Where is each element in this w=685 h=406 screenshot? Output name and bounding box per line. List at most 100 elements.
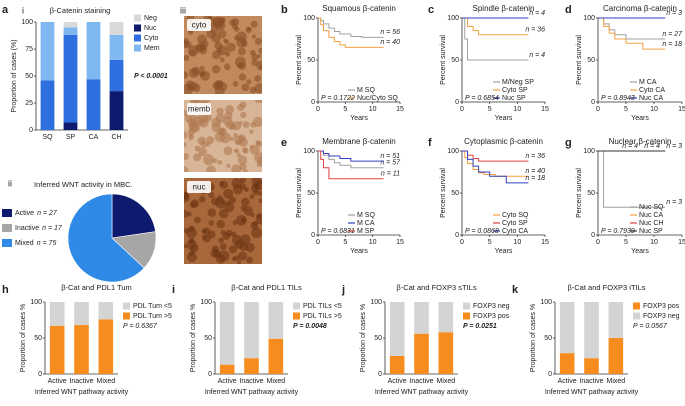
cell xyxy=(186,252,198,263)
cell xyxy=(242,121,250,128)
y-tick-label: 0 xyxy=(548,371,552,378)
survival-curve xyxy=(318,150,384,162)
legend-label: FOXP3 neg xyxy=(643,313,680,320)
cell xyxy=(258,64,262,70)
bar-segment xyxy=(584,302,599,359)
cell xyxy=(198,147,207,157)
panel-label: j xyxy=(341,284,345,296)
legend-label: Cyto SP xyxy=(502,87,528,94)
cell xyxy=(250,183,260,193)
cell xyxy=(254,100,262,104)
bar-segment xyxy=(219,364,235,374)
legend-swatch xyxy=(2,224,12,232)
x-axis-label: Inferred WNT pathway activity xyxy=(205,389,299,396)
x-tick-label: 5 xyxy=(343,239,347,246)
cell xyxy=(219,243,227,251)
cell xyxy=(238,251,248,261)
bar-segment xyxy=(219,302,235,365)
x-tick-label: 5 xyxy=(624,106,628,113)
cell xyxy=(258,198,262,203)
y-tick-label: 100 xyxy=(370,299,382,306)
x-tick-label: 10 xyxy=(369,239,377,246)
legend-label: PDL TILs >5 xyxy=(303,313,342,320)
count-label: n = 36 xyxy=(525,27,545,34)
x-tick-label: 0 xyxy=(460,106,464,113)
bar-segment xyxy=(244,358,259,374)
cell xyxy=(217,128,224,136)
bar-segment xyxy=(63,34,78,123)
cell xyxy=(223,188,234,199)
bar-segment xyxy=(608,338,624,374)
x-tick-label: 5 xyxy=(488,106,492,113)
cell xyxy=(190,199,200,208)
cell xyxy=(251,227,262,239)
bar-segment xyxy=(63,22,78,28)
legend-label: Nuc SP xyxy=(639,228,663,235)
cell xyxy=(249,145,254,150)
x-tick-label: SP xyxy=(66,134,76,141)
survival-curve xyxy=(318,17,384,48)
y-tick-label: 75 xyxy=(25,46,33,53)
chart-title: Cytoplasmic β-catenin xyxy=(464,137,543,146)
cell xyxy=(207,208,217,218)
x-tick-label: 15 xyxy=(541,106,549,113)
y-axis-label: Percent survival xyxy=(296,168,303,218)
legend-label: M SP xyxy=(357,228,374,235)
bar-segment xyxy=(98,302,114,320)
cell xyxy=(184,166,189,172)
count-label: n = 56 xyxy=(380,29,400,36)
survival-curve xyxy=(318,17,384,38)
legend-label: Cyto xyxy=(144,35,159,42)
cell xyxy=(193,153,202,162)
legend-label: Cyto SQ xyxy=(502,212,529,219)
legend-label: FOXP3 pos xyxy=(643,303,680,310)
count-label: n = 3 xyxy=(666,199,682,206)
y-tick-label: 50 xyxy=(307,190,315,197)
legend-label: Active n = 27 xyxy=(15,210,58,217)
legend-label: Mem xyxy=(144,45,160,52)
legend-label: M SQ xyxy=(357,87,375,94)
cell xyxy=(249,86,257,94)
legend-label: PDL Tum <5 xyxy=(133,303,172,310)
x-tick-label: 5 xyxy=(488,239,492,246)
p-value: P = 0.7939 xyxy=(601,228,635,235)
legend-swatch xyxy=(633,312,640,320)
panel-label: i xyxy=(22,5,24,15)
cell xyxy=(254,37,262,45)
count-label: n = 18 xyxy=(662,41,682,48)
x-axis-label: Inferred WNT pathway activity xyxy=(375,389,469,396)
count-label: n = 40 xyxy=(525,168,545,175)
y-tick-label: 100 xyxy=(21,19,33,26)
cell xyxy=(222,232,231,241)
count-label: n = 3 xyxy=(666,143,682,150)
cell xyxy=(228,245,238,254)
cell xyxy=(223,63,231,71)
cell xyxy=(240,197,250,207)
cell xyxy=(206,29,216,39)
cell xyxy=(219,57,225,63)
cell xyxy=(231,178,242,189)
cell xyxy=(258,47,262,54)
legend-label: PDL Tum >5 xyxy=(133,313,172,320)
y-tick-label: 50 xyxy=(587,190,595,197)
y-axis-label: Proportion of cases % xyxy=(20,304,27,372)
panel-label: ii xyxy=(8,178,12,188)
cell xyxy=(233,148,238,153)
bar-segment xyxy=(86,79,101,130)
legend-swatch xyxy=(134,24,141,32)
cell xyxy=(211,64,221,74)
legend-count: n = 27 xyxy=(37,210,58,217)
chart-title: β-Catenin staining xyxy=(50,6,111,15)
legend-label: M SQ xyxy=(357,212,375,219)
survival-curve xyxy=(462,17,529,36)
survival-curve xyxy=(318,150,384,180)
cell xyxy=(218,250,230,262)
cell xyxy=(231,234,243,246)
panel-label: g xyxy=(565,137,572,149)
cell xyxy=(235,140,240,145)
legend-label: Nuc/Cyto SQ xyxy=(357,95,398,102)
image-label-box xyxy=(187,181,211,193)
y-tick-label: 100 xyxy=(447,148,459,155)
y-tick-label: 0 xyxy=(455,232,459,239)
x-tick-label: 0 xyxy=(316,239,320,246)
